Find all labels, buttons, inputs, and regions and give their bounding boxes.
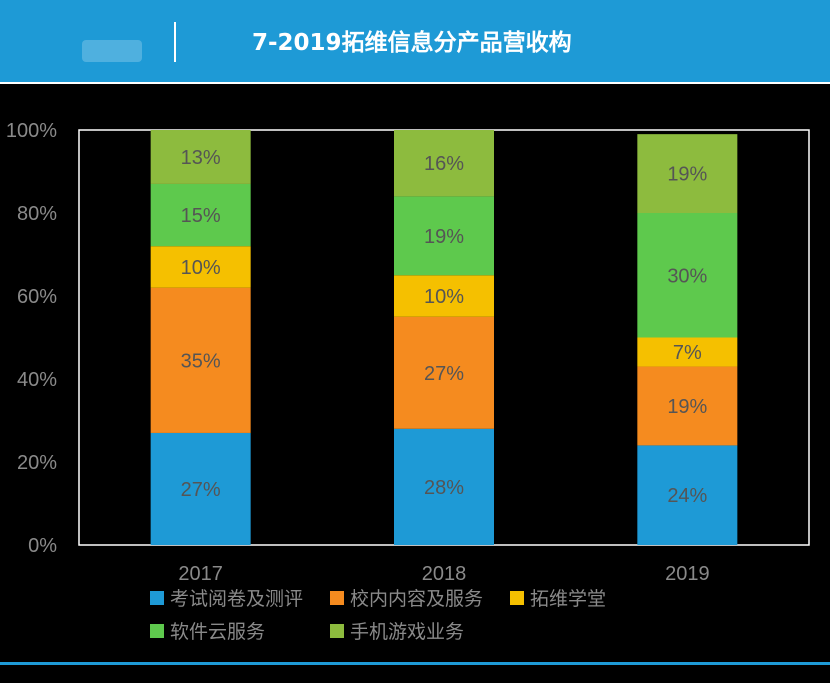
y-tick-label: 20% (17, 452, 57, 474)
bar-segment (637, 134, 738, 213)
data-label: 30% (667, 265, 707, 287)
data-label: 19% (424, 226, 464, 248)
legend-swatch (150, 623, 164, 638)
y-tick-label: 0% (28, 535, 57, 557)
x-tick-label: 2017 (178, 563, 223, 584)
legend-label: 校内内容及服务 (350, 588, 484, 610)
legend-swatch (330, 590, 344, 605)
header-divider (174, 22, 176, 62)
legend-swatch (150, 590, 164, 605)
data-label: 27% (424, 363, 464, 385)
header-bar: 7-2019拓维信息分产品营收构 (0, 0, 830, 84)
legend-swatch (330, 623, 344, 638)
bar-segment (150, 287, 251, 433)
bar-segment (150, 432, 251, 545)
bar-segment (637, 213, 738, 338)
bar-segment (637, 445, 738, 545)
chart-legend: 考试阅卷及测评 校内内容及服务 拓维学堂软件云服务 手机游戏业务 (150, 584, 670, 654)
legend-label: 软件云服务 (170, 621, 266, 643)
footer-divider (0, 662, 830, 665)
logo (82, 40, 142, 62)
bar-segment (637, 366, 738, 446)
data-label: 16% (424, 153, 464, 175)
legend-item: 校内内容及服务 (330, 584, 483, 611)
data-label: 35% (181, 350, 221, 372)
bar-segment (394, 275, 494, 317)
bar-segment (394, 196, 494, 276)
legend-item: 软件云服务 (150, 617, 265, 644)
data-label: 10% (181, 257, 221, 279)
bar-segment (150, 246, 251, 288)
legend-item: 拓维学堂 (510, 584, 606, 611)
data-label: 13% (181, 147, 221, 169)
legend-item: 手机游戏业务 (330, 617, 464, 644)
data-label: 15% (181, 205, 221, 227)
data-label: 19% (667, 164, 707, 186)
y-tick-label: 40% (17, 369, 57, 391)
legend-item: 考试阅卷及测评 (150, 584, 303, 611)
footer-source (8, 672, 208, 683)
data-label: 24% (667, 485, 707, 507)
data-label: 10% (424, 286, 464, 308)
legend-swatch (510, 590, 524, 605)
chart-title: 7-2019拓维信息分产品营收构 (252, 30, 572, 56)
bar-segment (150, 130, 251, 184)
bar-segment (394, 316, 494, 429)
legend-label: 手机游戏业务 (350, 621, 465, 643)
data-label: 7% (673, 342, 702, 364)
bar-segment (150, 183, 251, 247)
y-tick-label: 100% (6, 120, 57, 142)
stacked-bar-chart: 0% 20% 40% 60% 80% 100% 27% 35% 10% 15% 13% 2017 28%… (6, 120, 810, 584)
legend-label: 拓维学堂 (530, 588, 607, 610)
y-tick-label: 60% (17, 286, 57, 308)
bar-segment (637, 337, 738, 367)
footer-right-text (620, 672, 820, 683)
data-label: 19% (667, 396, 707, 418)
data-label: 27% (181, 479, 221, 501)
y-tick-label: 80% (17, 203, 57, 225)
bar-segment (394, 130, 494, 197)
legend-label: 考试阅卷及测评 (170, 588, 304, 610)
x-tick-label: 2018 (422, 563, 467, 584)
x-tick-label: 2019 (665, 563, 710, 584)
bar-segment (394, 428, 494, 545)
data-label: 28% (424, 477, 464, 499)
